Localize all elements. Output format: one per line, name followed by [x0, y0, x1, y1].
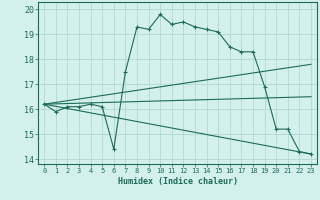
X-axis label: Humidex (Indice chaleur): Humidex (Indice chaleur)	[118, 177, 238, 186]
